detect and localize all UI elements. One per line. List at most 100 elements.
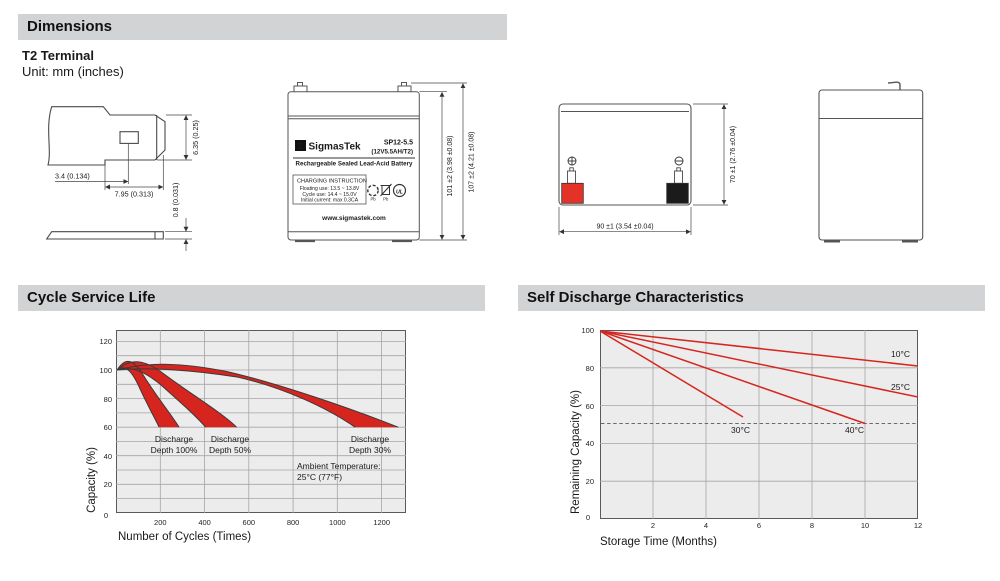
terminal-right xyxy=(397,85,412,93)
positive-tab xyxy=(567,170,576,184)
discharge-chart-xlabel: Storage Time (Months) xyxy=(600,536,717,548)
dim-thickness-label: 0.8 (0.031) xyxy=(171,183,180,218)
brand-name: SigmasTek xyxy=(309,142,361,153)
positive-terminal-block xyxy=(561,182,584,204)
section-header-dimensions: Dimensions xyxy=(18,14,507,40)
negative-terminal-icon xyxy=(674,156,684,166)
front-dimension-lines xyxy=(411,82,467,241)
terminal-left xyxy=(293,85,308,93)
charging-instruction-box xyxy=(292,174,367,205)
svg-text:UL: UL xyxy=(396,189,403,195)
logo-glyph: Σ xyxy=(298,141,303,151)
y-tick-origin: 0 xyxy=(585,513,590,522)
dim-width-label: 7.95 (0.313) xyxy=(115,190,154,199)
dim-inner-height-label: 101 ±2 (3.98 ±0.08) xyxy=(447,135,454,196)
svg-text:Pb: Pb xyxy=(370,197,376,202)
cycle-chart-bands xyxy=(116,330,406,513)
charging-line-2: Cycle use: 14.4 ~ 15.0V xyxy=(302,192,357,198)
band-depth-100 xyxy=(117,361,180,428)
y-tick: 40 xyxy=(103,451,112,461)
y-tick: 80 xyxy=(103,394,112,404)
dim-top-width-label: 90 ±1 (3.54 ±0.04) xyxy=(596,224,653,231)
pb-bin-icon: Pb xyxy=(380,183,392,202)
website: www.sigmastek.com xyxy=(321,215,386,222)
battery-side-view xyxy=(818,81,924,243)
terminal-detail-drawing: 3.4 (0.134) 7.95 (0.313) 6.35 (0.25) 0.8… xyxy=(45,106,200,251)
x-tick: 10 xyxy=(860,521,870,530)
line-30C xyxy=(599,330,866,425)
positive-terminal-icon xyxy=(567,156,577,166)
section-header-cycle-service-life: Cycle Service Life xyxy=(18,285,485,311)
x-tick: 200 xyxy=(154,518,167,527)
dim-height-label: 6.35 (0.25) xyxy=(191,120,200,155)
discharge-chart-plot: 10°C 25°C 40°C 30°C xyxy=(599,330,919,519)
x-tick: 1000 xyxy=(329,518,346,527)
x-tick: 8 xyxy=(809,521,815,530)
series-label-25C: 25°C xyxy=(891,382,910,392)
y-tick: 20 xyxy=(585,477,594,487)
x-tick: 600 xyxy=(242,518,256,527)
y-tick: 80 xyxy=(585,363,594,373)
battery-rating: (12V5.5AH/T2) xyxy=(371,149,413,156)
model-number: SP12-5.5 xyxy=(384,140,413,147)
discharge-chart-grid xyxy=(599,330,919,519)
section-header-self-discharge: Self Discharge Characteristics xyxy=(518,285,985,311)
x-tick: 2 xyxy=(650,521,656,530)
terminal-tab-profile xyxy=(887,81,901,90)
section-title: Cycle Service Life xyxy=(27,289,156,306)
battery-top-view: 90 ±1 (3.54 ±0.04) 70 ±1 (2.76 ±0.04) xyxy=(558,103,737,235)
terminal-side-bar xyxy=(45,231,164,240)
battery-case xyxy=(287,91,420,241)
band-label-depth-50: Discharge Depth 50% xyxy=(208,434,252,455)
band-label-depth-30: Discharge Depth 30% xyxy=(348,434,392,455)
series-label-40C: 30°C xyxy=(731,425,750,435)
y-tick: 100 xyxy=(581,326,594,335)
y-tick: 20 xyxy=(103,480,112,490)
terminal-pin-right xyxy=(401,82,407,87)
battery-front-view: Σ SigmasTek SP12-5.5 (12V5.5AH/T2) Recha… xyxy=(287,82,476,243)
section-title: Dimensions xyxy=(27,18,113,35)
brand-logo-icon xyxy=(295,140,306,151)
x-tick: 1200 xyxy=(373,518,391,527)
section-title: Self Discharge Characteristics xyxy=(527,289,744,306)
cycle-chart-plot: Discharge Depth 100% Discharge Depth 50%… xyxy=(116,330,406,513)
series-label-30C: 40°C xyxy=(845,425,864,435)
line-25C xyxy=(599,330,919,398)
y-tick: 60 xyxy=(103,423,112,433)
y-tick: 40 xyxy=(585,439,594,449)
negative-tab xyxy=(674,170,683,184)
band-label-depth-100: Discharge Depth 100% xyxy=(150,434,198,455)
band-depth-50 xyxy=(117,361,237,428)
ambient-temperature-note: Ambient Temperature: 25°C (77°F) xyxy=(297,461,381,482)
charging-line-1: Floating use: 13.5 ~ 13.8V xyxy=(300,186,360,192)
case-outline xyxy=(558,103,692,206)
y-tick: 120 xyxy=(99,337,112,346)
pb-recycle-icon: Pb xyxy=(367,184,379,202)
terminal-type-label: T2 Terminal xyxy=(22,48,95,63)
unit-note: Unit: mm (inches) xyxy=(22,64,124,79)
top-view-dimension-lines xyxy=(558,103,728,235)
x-tick: 4 xyxy=(703,521,709,530)
band-outlines xyxy=(117,361,398,427)
dim-top-height-label: 70 ±1 (2.76 ±0.04) xyxy=(730,126,737,183)
charging-line-3: Initial current: max 0.3CA xyxy=(301,198,359,204)
cycle-chart-xlabel: Number of Cycles (Times) xyxy=(118,531,252,543)
band-depth-30 xyxy=(117,364,399,428)
terminal-profile-outline xyxy=(47,106,166,166)
dim-offset-label: 3.4 (0.134) xyxy=(55,172,90,181)
terminal-pin-left xyxy=(297,82,303,87)
svg-text:Pb: Pb xyxy=(383,197,389,202)
series-label-10C: 10°C xyxy=(891,349,910,359)
negative-terminal-block xyxy=(666,182,689,204)
ul-listed-icon: UL xyxy=(392,183,407,198)
x-tick: 800 xyxy=(286,518,300,527)
line-40C xyxy=(599,330,744,418)
y-tick: 60 xyxy=(585,401,594,411)
x-tick: 6 xyxy=(756,521,762,530)
y-tick: 100 xyxy=(99,366,112,375)
x-tick: 12 xyxy=(913,521,923,530)
charging-title: CHARGING INSTRUCTION xyxy=(297,179,367,185)
terminal-hole xyxy=(119,131,139,144)
line-10C xyxy=(599,330,919,367)
